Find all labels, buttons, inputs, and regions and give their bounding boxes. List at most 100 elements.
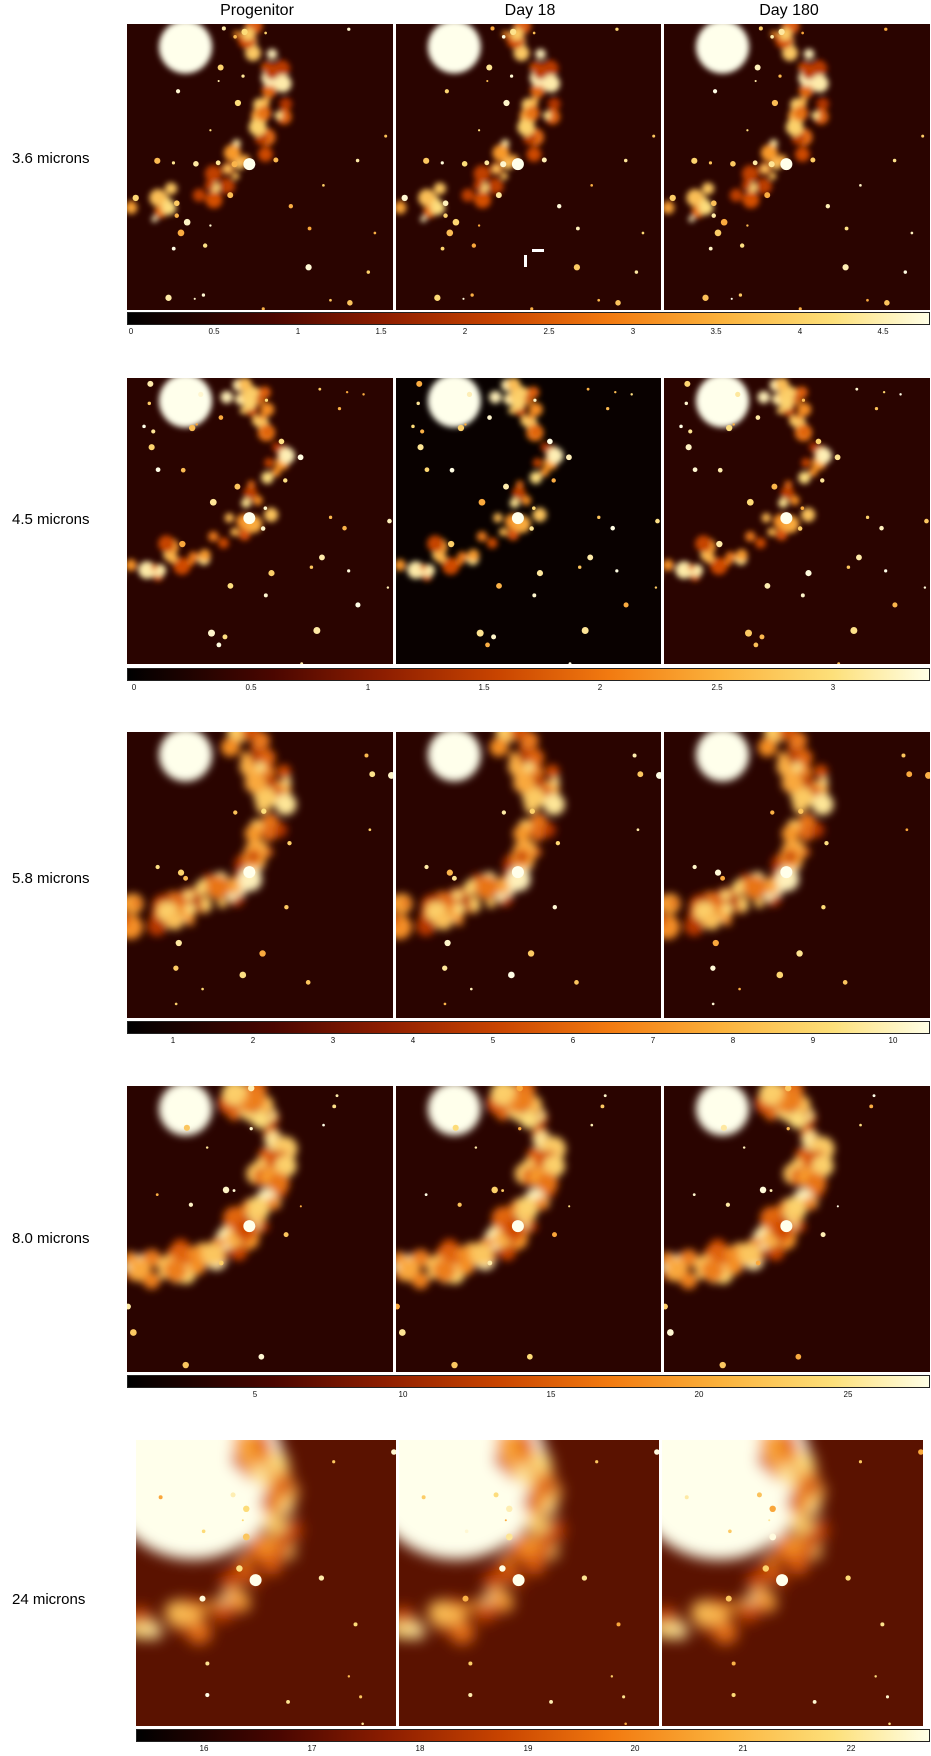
row-label: 3.6 microns bbox=[12, 150, 90, 167]
point-source bbox=[624, 1722, 627, 1726]
point-source bbox=[762, 1565, 770, 1572]
point-source bbox=[273, 157, 279, 163]
spiral-arm-clump bbox=[712, 1619, 738, 1645]
spiral-arm-clump bbox=[788, 1111, 807, 1129]
spiral-arm-clump bbox=[519, 1111, 538, 1129]
spiral-arm-clump bbox=[735, 549, 748, 562]
point-source bbox=[866, 298, 869, 302]
spiral-arm-clump bbox=[800, 427, 809, 436]
spiral-arm-clump bbox=[794, 1452, 816, 1473]
point-source bbox=[179, 540, 186, 548]
point-source bbox=[901, 753, 906, 758]
point-source bbox=[364, 753, 369, 758]
spiral-arm-clump bbox=[543, 1155, 566, 1177]
spiral-arm-clump bbox=[228, 1108, 241, 1121]
spiral-arm-clump bbox=[401, 898, 411, 908]
spiral-arm-clump bbox=[795, 1221, 806, 1232]
point-source bbox=[451, 1361, 458, 1369]
spiral-arm-clump bbox=[507, 528, 520, 541]
tick-label: 6 bbox=[570, 1036, 576, 1045]
point-source bbox=[632, 753, 637, 758]
spiral-arm-clump bbox=[493, 1601, 505, 1614]
spiral-arm-clump bbox=[258, 861, 266, 869]
galaxy-core bbox=[695, 732, 750, 782]
point-source bbox=[171, 246, 176, 251]
point-source bbox=[242, 1533, 250, 1541]
spiral-arm-clump bbox=[784, 850, 797, 863]
image-background bbox=[396, 24, 661, 310]
point-source bbox=[610, 1675, 614, 1678]
spiral-arm-clump bbox=[420, 216, 427, 223]
point-source bbox=[735, 391, 741, 397]
point-source bbox=[846, 565, 851, 569]
point-source bbox=[615, 569, 619, 573]
spiral-arm-clump bbox=[487, 177, 504, 195]
spiral-arm-clump bbox=[407, 561, 425, 579]
spiral-arm-clump bbox=[277, 764, 291, 779]
tick-label: 1.5 bbox=[375, 327, 387, 336]
point-source bbox=[796, 950, 803, 957]
spiral-arm-clump bbox=[249, 744, 257, 752]
point-source bbox=[684, 1495, 689, 1500]
point-source bbox=[812, 1699, 817, 1704]
point-source bbox=[468, 1692, 473, 1698]
bright-knot bbox=[780, 866, 793, 879]
spiral-arm-clump bbox=[535, 48, 546, 60]
image-texture bbox=[396, 378, 661, 664]
point-source bbox=[738, 987, 741, 991]
point-source bbox=[623, 602, 629, 608]
row-label: 4.5 microns bbox=[12, 511, 90, 528]
spiral-arm-clump bbox=[279, 97, 293, 111]
spiral-arm-clump bbox=[819, 776, 829, 786]
tick-label: 4 bbox=[797, 327, 803, 336]
tick-label: 10 bbox=[888, 1036, 898, 1045]
spiral-arm-clump bbox=[515, 480, 524, 489]
spiral-arm-clump bbox=[520, 732, 539, 750]
point-source bbox=[842, 264, 849, 271]
spiral-arm-clump bbox=[760, 164, 769, 174]
row-5-8-microns: 5.8 microns 1 2 3 4 5 6 7 8 9 10 bbox=[0, 708, 931, 1048]
spiral-arm-clump bbox=[473, 180, 484, 191]
point-source bbox=[903, 270, 908, 274]
row-3-6-microns: 3.6 microns 0 0.5 1 1.5 2 2.5 3 3.5 4 4.… bbox=[0, 0, 931, 340]
point-source bbox=[201, 1529, 206, 1534]
point-source bbox=[925, 771, 930, 779]
point-source bbox=[529, 808, 535, 814]
point-source bbox=[332, 1460, 336, 1464]
spiral-arm-clump bbox=[739, 1243, 761, 1266]
spiral-arm-clump bbox=[255, 762, 266, 773]
image-day-180 bbox=[664, 732, 930, 1018]
point-source bbox=[652, 134, 656, 138]
image-texture bbox=[136, 1440, 396, 1726]
spiral-arm-clump bbox=[757, 390, 770, 404]
image-day-18 bbox=[396, 1086, 661, 1372]
spiral-arm-clump bbox=[274, 1155, 297, 1177]
spiral-arm-clump bbox=[263, 828, 276, 842]
spiral-arm-clump bbox=[669, 898, 679, 908]
point-source bbox=[859, 184, 862, 187]
point-source bbox=[555, 840, 561, 846]
spiral-arm-clump bbox=[238, 528, 251, 541]
spiral-arm-clump bbox=[737, 1602, 759, 1623]
point-source bbox=[684, 380, 691, 387]
point-source bbox=[769, 1189, 773, 1192]
spiral-arm-clump bbox=[496, 1440, 520, 1454]
point-source bbox=[416, 380, 423, 387]
point-source bbox=[474, 1146, 478, 1149]
spiral-arm-clump bbox=[192, 188, 206, 202]
point-source bbox=[797, 526, 803, 531]
spiral-arm-clump bbox=[223, 144, 241, 162]
spiral-arm-clump bbox=[814, 764, 828, 779]
point-source bbox=[884, 300, 890, 306]
spiral-arm-clump bbox=[242, 732, 259, 739]
point-source bbox=[462, 1595, 469, 1602]
spiral-arm-clump bbox=[165, 912, 184, 930]
point-source bbox=[227, 582, 234, 589]
spiral-arm-clump bbox=[223, 164, 232, 174]
image-progenitor bbox=[136, 1440, 396, 1726]
spiral-arm-clump bbox=[779, 396, 794, 411]
point-source bbox=[151, 429, 156, 434]
point-source bbox=[754, 79, 757, 83]
spiral-arm-clump bbox=[801, 847, 811, 857]
spiral-arm-clump bbox=[782, 1089, 803, 1110]
